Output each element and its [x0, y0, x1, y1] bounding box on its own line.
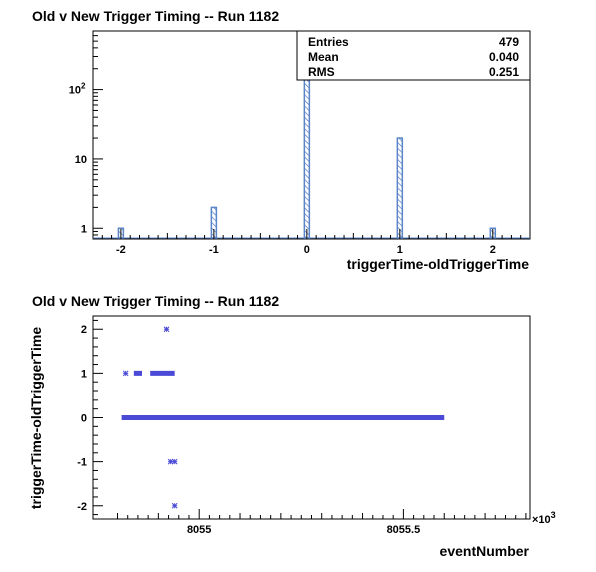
scatter-x-ticks: 8055 8055.5 — [117, 509, 527, 536]
scatter-marks — [121, 326, 445, 509]
scatter-point — [122, 370, 129, 377]
histogram-bar — [396, 137, 404, 239]
scatter-y-tick-label: 2 — [81, 324, 87, 336]
stats-rms-value: 0.251 — [489, 65, 519, 79]
scatter-y-ticks: -2 -1 0 1 2 — [77, 319, 103, 516]
scatter-point — [171, 458, 178, 465]
scatter-dense-segment — [121, 415, 445, 420]
histogram-x-tick-label: -1 — [209, 244, 219, 256]
scatter-title: Old v New Trigger Timing -- Run 1182 — [32, 293, 279, 309]
histogram-y-tick-exponent: 2 — [81, 82, 86, 91]
scatter-y-tick-label: -1 — [77, 457, 87, 469]
histogram-x-tick-label: 0 — [304, 244, 310, 256]
scatter-point — [171, 502, 178, 509]
stats-box: Entries 479 Mean 0.040 RMS 0.251 — [296, 30, 531, 81]
stats-entries-label: Entries — [308, 35, 349, 49]
histogram-x-tick-label: 1 — [397, 244, 403, 256]
stats-entries-value: 479 — [499, 35, 519, 49]
stats-box-frame — [296, 30, 531, 81]
histogram-bars — [93, 43, 530, 239]
histogram-y-tick-label: 10 — [75, 154, 87, 166]
histogram-x-ticks: -2 -1 0 1 2 — [101, 229, 522, 256]
scatter-dense-segment — [133, 370, 143, 376]
scatter-point — [163, 326, 170, 333]
histogram-x-tick-label: -2 — [116, 244, 126, 256]
histogram-y-tick-label: 10 — [69, 85, 81, 97]
scatter-dense-segment — [150, 370, 175, 376]
stats-mean-value: 0.040 — [489, 50, 519, 64]
histogram-y-tick-label: 1 — [81, 223, 87, 235]
scatter-x-axis-label: eventNumber — [440, 543, 530, 559]
histogram-x-axis-label: triggerTime-oldTriggerTime — [347, 256, 530, 272]
scatter-y-axis-label: triggerTime-oldTriggerTime — [28, 327, 44, 510]
stats-rms-label: RMS — [308, 65, 335, 79]
histogram-panel: Old v New Trigger Timing -- Run 1182 110… — [32, 8, 531, 272]
stats-mean-label: Mean — [308, 50, 339, 64]
histogram-x-tick-label: 2 — [490, 244, 496, 256]
scatter-x-tick-label: 8055 — [187, 524, 211, 536]
scatter-y-tick-label: 0 — [81, 413, 87, 425]
scatter-x-multiplier: ×103 — [532, 510, 556, 526]
scatter-y-tick-label: 1 — [81, 368, 87, 380]
histogram-title: Old v New Trigger Timing -- Run 1182 — [32, 8, 279, 24]
scatter-y-tick-label: -2 — [77, 501, 87, 513]
scatter-panel: Old v New Trigger Timing -- Run 1182 -2-… — [28, 293, 556, 559]
scatter-x-tick-label: 8055.5 — [387, 524, 421, 536]
